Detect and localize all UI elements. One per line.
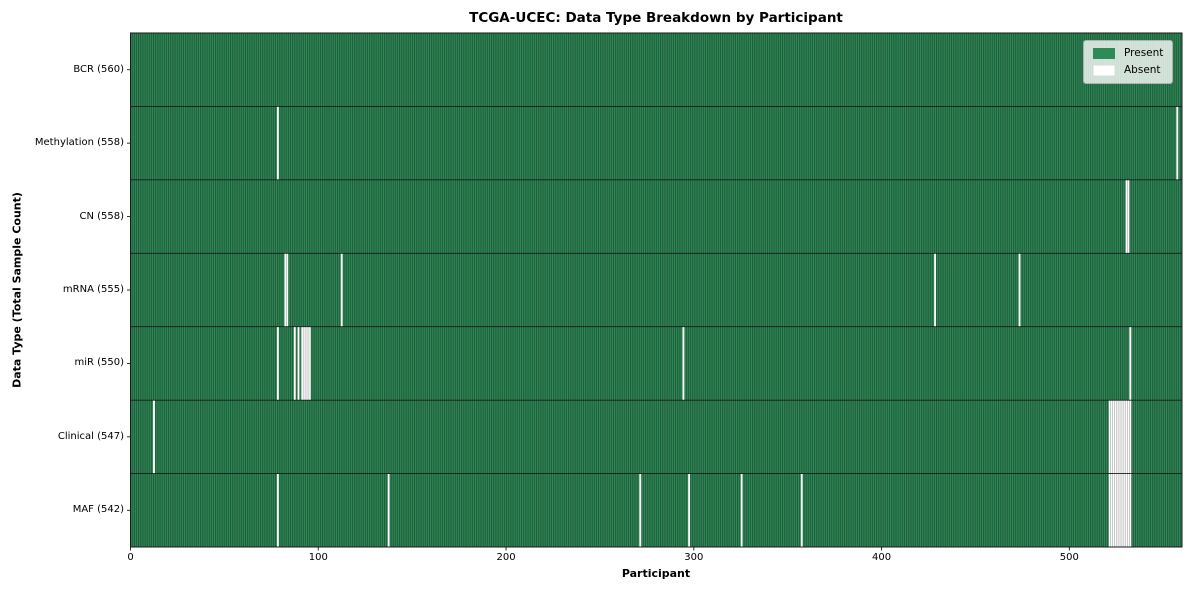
absent-bar	[303, 326, 306, 401]
data-row	[130, 253, 1182, 327]
absent-bar	[276, 326, 279, 401]
absent-bar	[286, 253, 289, 327]
y-tick-label: CN (558)	[79, 210, 124, 222]
absent-bar	[1118, 400, 1121, 474]
absent-swatch-icon	[1093, 65, 1115, 76]
x-axis-label: Participant	[621, 567, 691, 580]
y-tick-label: mRNA (555)	[62, 284, 124, 295]
absent-bar	[1112, 473, 1115, 547]
absent-bar	[1127, 400, 1130, 474]
present-bars	[130, 473, 1182, 547]
absent-bar	[1112, 400, 1115, 474]
absent-bar	[153, 400, 155, 474]
absent-bar	[1125, 400, 1128, 474]
absent-bar	[305, 326, 308, 401]
absent-bar	[1123, 400, 1126, 474]
data-row	[130, 106, 1182, 180]
y-tick-label: BCR (560)	[73, 63, 124, 75]
present-swatch-icon	[1093, 48, 1115, 59]
absent-bar	[1114, 473, 1117, 547]
absent-bar	[340, 253, 343, 327]
x-tick-label: 0	[127, 552, 134, 563]
absent-bar	[1129, 326, 1132, 401]
absent-bar	[1176, 106, 1179, 180]
present-bars	[130, 33, 1182, 107]
absent-bar	[934, 253, 937, 327]
absent-bar	[1129, 400, 1132, 474]
absent-bar	[301, 326, 304, 401]
absent-bar	[1121, 473, 1124, 547]
absent-bar	[1116, 400, 1119, 474]
absent-bar	[1110, 473, 1113, 547]
absent-bar	[276, 106, 279, 180]
absent-bar	[1129, 473, 1132, 547]
y-tick-label: Clinical (547)	[57, 430, 124, 442]
present-bars	[130, 179, 1182, 254]
absent-bar	[276, 473, 279, 547]
legend-label-present: Present	[1124, 47, 1164, 60]
absent-bar	[688, 473, 691, 547]
absent-bar	[307, 326, 309, 401]
absent-bar	[293, 326, 296, 401]
data-row	[130, 473, 1182, 547]
absent-bar	[639, 473, 642, 547]
x-tick-label: 400	[872, 552, 892, 563]
absent-bar	[1116, 473, 1119, 547]
legend-label-absent: Absent	[1124, 64, 1161, 77]
x-tick-label: 200	[496, 552, 516, 563]
absent-bar	[1108, 473, 1111, 547]
absent-bar	[1108, 400, 1111, 474]
x-tick-label: 100	[308, 552, 328, 563]
absent-bar	[1110, 400, 1113, 474]
absent-bar	[1120, 473, 1122, 547]
absent-bar	[1118, 473, 1121, 547]
legend: Present Absent	[1083, 40, 1174, 84]
absent-bar	[1123, 473, 1126, 547]
absent-bar	[1127, 179, 1130, 254]
y-tick-label: MAF (542)	[72, 504, 124, 516]
x-tick-label: 300	[684, 552, 704, 563]
absent-bar	[1125, 179, 1128, 254]
x-tick-label: 500	[1059, 552, 1079, 563]
present-bars	[130, 106, 1182, 180]
chart-title: TCGA-UCEC: Data Type Breakdown by Partic…	[469, 10, 843, 26]
absent-bar	[1127, 473, 1130, 547]
data-row	[130, 326, 1182, 401]
absent-bar	[297, 326, 300, 401]
absent-bar	[740, 473, 743, 547]
data-row	[130, 33, 1182, 107]
present-bars	[130, 326, 1182, 401]
y-tick-label: miR (550)	[74, 357, 124, 369]
absent-bar	[682, 326, 685, 401]
y-tick-label: Methylation (558)	[34, 137, 124, 149]
absent-bar	[1120, 400, 1122, 474]
legend-item-present: Present	[1093, 48, 1163, 59]
absent-bar	[1121, 400, 1124, 474]
legend-item-absent: Absent	[1093, 65, 1163, 76]
present-bars	[130, 253, 1182, 327]
absent-bar	[308, 326, 311, 401]
present-bars	[130, 400, 1182, 474]
absent-bar	[1114, 400, 1117, 474]
data-row	[130, 400, 1182, 474]
absent-bar	[284, 253, 287, 327]
absent-bar	[387, 473, 390, 547]
data-row	[130, 179, 1182, 254]
absent-bar	[1125, 473, 1128, 547]
absent-bar	[800, 473, 803, 547]
absent-bar	[1018, 253, 1021, 327]
